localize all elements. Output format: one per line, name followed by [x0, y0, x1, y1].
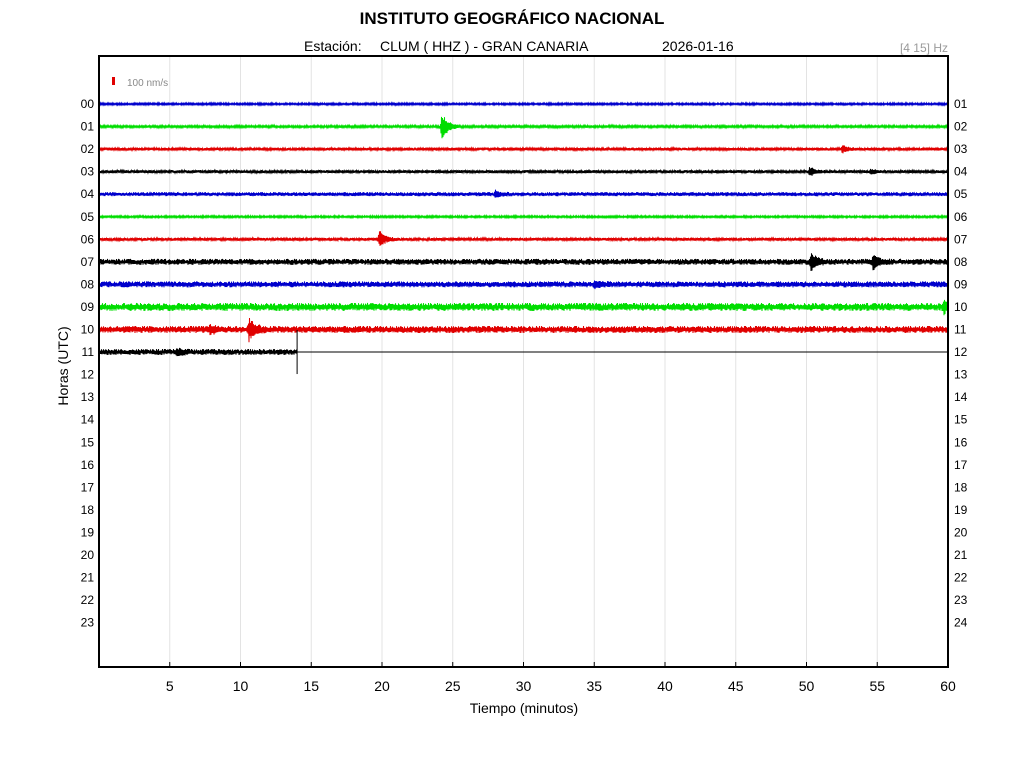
y-tick-label-right: 21 [954, 548, 968, 562]
x-tick-label: 20 [374, 678, 390, 694]
x-tick-label: 50 [799, 678, 815, 694]
y-tick-label-right: 10 [954, 300, 968, 314]
x-tick-label: 45 [728, 678, 744, 694]
y-tick-label-left: 04 [81, 187, 95, 201]
x-tick-label: 35 [586, 678, 602, 694]
x-tick-label: 30 [516, 678, 532, 694]
y-tick-label-left: 03 [81, 165, 95, 179]
scale-bar: 100 nm/s [112, 77, 168, 89]
y-tick-label-right: 03 [954, 142, 968, 156]
trace-hour-04 [98, 189, 949, 198]
y-tick-label-left: 20 [81, 548, 95, 562]
x-tick-label: 55 [869, 678, 885, 694]
filter-band-label: [4 15] Hz [899, 41, 948, 55]
y-tick-label-left: 09 [81, 300, 95, 314]
y-tick-label-right: 23 [954, 593, 968, 607]
trace-hour-10 [98, 318, 949, 343]
y-tick-label-left: 18 [81, 503, 95, 517]
y-tick-label-left: 14 [81, 413, 95, 427]
y-tick-label-left: 08 [81, 277, 95, 291]
chart-title: INSTITUTO GEOGRÁFICO NACIONAL [359, 9, 665, 28]
y-tick-label-right: 01 [954, 97, 968, 111]
y-tick-label-left: 07 [81, 255, 95, 269]
y-tick-label-left: 12 [81, 368, 95, 382]
scale-bar-mark [112, 77, 115, 85]
y-tick-label-right: 04 [954, 165, 968, 179]
trace-hour-09 [98, 299, 949, 316]
traces [98, 101, 949, 375]
y-tick-label-right: 16 [954, 435, 968, 449]
trace-hour-05 [98, 213, 949, 220]
record-date: 2026-01-16 [662, 38, 734, 54]
y-tick-label-right: 07 [954, 232, 968, 246]
trace-hour-11 [98, 347, 298, 357]
y-axis-label: Horas (UTC) [55, 326, 71, 406]
trace-hour-08 [98, 280, 949, 290]
y-tick-label-right: 09 [954, 277, 968, 291]
y-tick-label-left: 23 [81, 616, 95, 630]
y-tick-label-right: 05 [954, 187, 968, 201]
y-tick-label-right: 11 [954, 323, 967, 337]
y-tick-label-left: 13 [81, 390, 95, 404]
y-tick-label-left: 15 [81, 435, 95, 449]
y-tick-label-right: 19 [954, 503, 968, 517]
y-tick-label-left: 01 [81, 120, 95, 134]
x-tick-label: 15 [303, 678, 319, 694]
y-tick-label-right: 06 [954, 210, 968, 224]
trace-hour-06 [98, 231, 949, 246]
trace-hour-00 [98, 101, 949, 107]
y-tick-label-left: 05 [81, 210, 95, 224]
y-tick-label-right: 22 [954, 571, 968, 585]
y-tick-label-right: 24 [954, 616, 968, 630]
y-tick-label-right: 20 [954, 525, 968, 539]
y-tick-label-left: 19 [81, 525, 95, 539]
y-tick-label-left: 16 [81, 458, 95, 472]
station-name: CLUM ( HHZ ) - GRAN CANARIA [380, 38, 589, 54]
y-tick-label-right: 17 [954, 458, 968, 472]
x-axis-label: Tiempo (minutos) [469, 700, 579, 716]
trace-hour-07 [98, 253, 949, 271]
trace-hour-02 [98, 145, 949, 154]
y-tick-label-right: 15 [954, 413, 968, 427]
y-tick-label-left: 11 [82, 345, 95, 359]
y-tick-label-left: 10 [81, 323, 95, 337]
y-tick-label-left: 17 [81, 480, 95, 494]
y-tick-label-right: 12 [954, 345, 968, 359]
y-tick-label-left: 02 [81, 142, 95, 156]
y-tick-label-left: 21 [81, 571, 95, 585]
y-tick-label-right: 02 [954, 120, 968, 134]
trace-hour-01 [98, 116, 949, 139]
x-tick-label: 5 [166, 678, 174, 694]
x-tick-label: 60 [940, 678, 956, 694]
y-tick-label-left: 06 [81, 232, 95, 246]
trace-hour-03 [98, 167, 949, 176]
x-tick-label: 25 [445, 678, 461, 694]
scale-bar-label: 100 nm/s [127, 78, 168, 89]
y-tick-label-right: 14 [954, 390, 968, 404]
y-tick-label-left: 00 [81, 97, 95, 111]
axis-ticks: 5 10 15 20 25 30 35 40 45 50 55 60 00 01 02 03 04 05 06 07 0… [81, 97, 968, 694]
y-tick-label-right: 13 [954, 368, 968, 382]
y-tick-label-right: 08 [954, 255, 968, 269]
x-tick-label: 10 [233, 678, 249, 694]
station-label: Estación: [304, 38, 362, 54]
y-tick-label-left: 22 [81, 593, 95, 607]
grid-lines [169, 56, 878, 667]
y-tick-label-right: 18 [954, 480, 968, 494]
x-tick-label: 40 [657, 678, 673, 694]
